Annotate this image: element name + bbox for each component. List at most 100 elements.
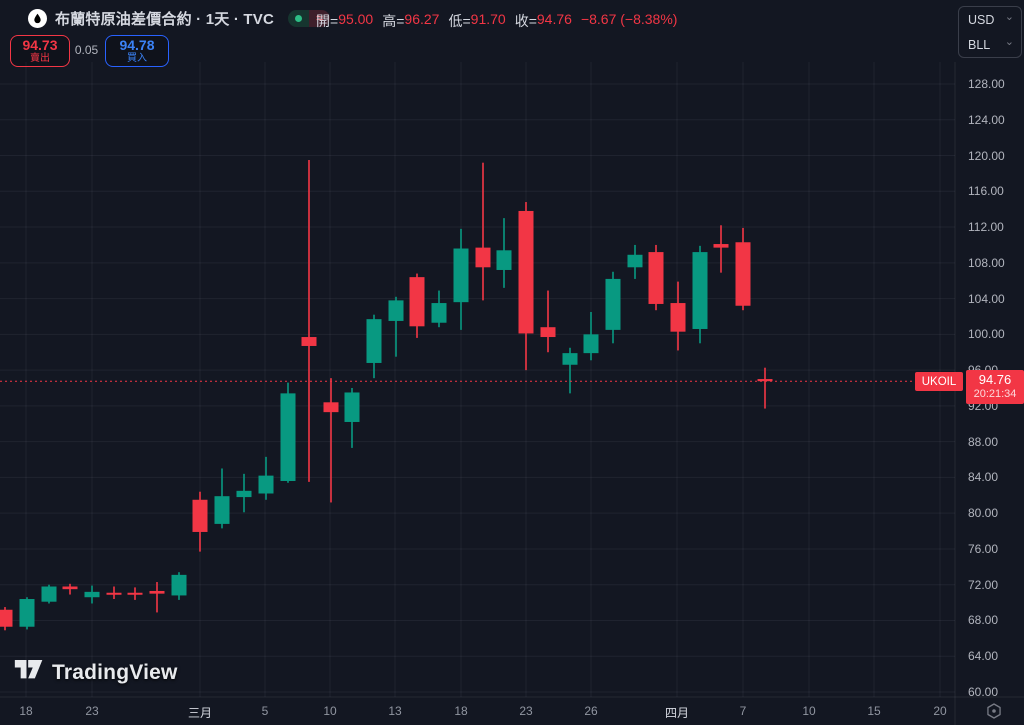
chevron-down-icon: ⌄	[1004, 11, 1014, 23]
price-axis-label: 100.00	[968, 327, 1005, 342]
candle-wick	[569, 347, 571, 394]
price-axis-label: 104.00	[968, 291, 1005, 306]
low-label: 低=	[448, 13, 471, 29]
price-axis-label: 112.00	[968, 220, 1004, 235]
time-axis-label: 26	[584, 704, 598, 718]
time-axis-label: 5	[261, 704, 269, 718]
candle-body	[301, 337, 317, 346]
candle-wick	[720, 225, 722, 273]
price-axis-label: 116.00	[968, 184, 1004, 199]
candle-body	[0, 609, 13, 627]
candle-body	[236, 490, 252, 498]
time-axis-label: 7	[739, 704, 747, 718]
time-axis-label: 13	[388, 704, 402, 718]
candle-body	[280, 393, 296, 481]
candle-wick	[764, 367, 766, 409]
time-axis-label: 三月	[187, 706, 213, 720]
candle-body	[713, 244, 729, 248]
price-axis[interactable]: 128.00 124.00 120.00 116.00 112.00 108.00 104.…	[955, 62, 1024, 699]
candle-body	[540, 327, 556, 338]
time-axis-label: 10	[323, 704, 337, 718]
candle-wick	[308, 160, 310, 482]
buy-price: 94.78	[119, 36, 155, 53]
buy-button[interactable]: 94.78 買入	[105, 35, 169, 67]
tradingview-logo[interactable]: TradingView	[14, 658, 178, 687]
candle-body	[192, 499, 208, 532]
candle-body	[388, 300, 404, 321]
oil-drop-icon	[28, 8, 47, 28]
change-value: −8.67 (−8.38%)	[580, 11, 678, 27]
price-axis-label: 64.00	[968, 649, 999, 664]
market-status-pill[interactable]: ≈	[288, 9, 331, 27]
time-axis[interactable]: 18 23 三月 5 10 13 18 23 26 四月 7 10 15 20	[0, 697, 955, 725]
time-axis-label: 10	[802, 704, 816, 718]
price-axis-label: 80.00	[968, 506, 999, 521]
price-axis-label: 60.00	[968, 685, 999, 699]
candle-wick	[156, 582, 158, 613]
candle-body	[735, 242, 751, 306]
open-label: 開=	[316, 13, 339, 29]
currency-value: USD	[968, 12, 995, 27]
symbol-title[interactable]: 布蘭特原油差價合約 · 1天 · TVC	[55, 10, 275, 28]
time-axis-label: 18	[454, 704, 468, 718]
candle-wick	[395, 296, 397, 357]
candle-body	[258, 475, 274, 494]
currency-unit-box: USD ⌄ BLL ⌄	[958, 6, 1022, 58]
buy-label: 買入	[127, 52, 147, 64]
candle-body	[323, 402, 339, 413]
candle-body	[627, 254, 643, 268]
candle-body	[648, 252, 664, 304]
ohlc-readout: 開= 95.00 高= 96.27 低= 91.70 收= 94.76 −8.67 (−…	[316, 11, 677, 31]
sell-button[interactable]: 94.73 賣出	[10, 35, 70, 67]
price-axis-label: 68.00	[968, 613, 999, 628]
price-axis-label: 124.00	[968, 112, 1005, 127]
tradingview-logo-text: TradingView	[52, 660, 178, 684]
candle-body	[605, 278, 621, 330]
chevron-down-icon: ⌄	[1004, 36, 1014, 48]
tradingview-logo-icon	[14, 658, 44, 687]
price-axis-label: 84.00	[968, 470, 999, 485]
open-value: 95.00	[338, 11, 374, 27]
high-label: 高=	[382, 13, 405, 29]
candle-body	[41, 586, 57, 602]
time-axis-label: 18	[19, 704, 33, 718]
gear-icon[interactable]	[985, 702, 1003, 720]
currency-dropdown[interactable]: USD ⌄	[959, 7, 1021, 32]
candle-wick	[482, 162, 484, 301]
price-axis-label: 120.00	[968, 148, 1005, 163]
time-axis-label: 四月	[664, 706, 690, 720]
last-price-tag: 94.76 20:21:34	[966, 370, 1024, 404]
candle-body	[19, 599, 35, 627]
candle-body	[214, 496, 230, 524]
candle-body	[344, 392, 360, 422]
candle-body	[453, 248, 469, 303]
time-axis-label: 23	[519, 704, 533, 718]
delayed-data-icon: ≈	[309, 9, 331, 27]
candle-body	[518, 210, 534, 334]
last-price-value: 94.76	[978, 372, 1012, 388]
candle-body	[127, 592, 143, 595]
time-axis-label: 23	[85, 704, 99, 718]
unit-value: BLL	[968, 37, 991, 52]
candle-body	[431, 303, 447, 323]
candle-body	[84, 591, 100, 598]
candle-body	[475, 247, 491, 268]
symbol-header[interactable]: 布蘭特原油差價合約 · 1天 · TVC ≈	[28, 7, 331, 29]
unit-dropdown[interactable]: BLL ⌄	[959, 32, 1021, 57]
bar-countdown: 20:21:34	[973, 388, 1017, 401]
candle-wick	[330, 378, 332, 503]
candle-body	[409, 277, 425, 327]
price-axis-label: 88.00	[968, 434, 999, 449]
symbol-price-line-badge: UKOIL	[915, 372, 963, 391]
price-axis-label: 108.00	[968, 255, 1005, 270]
candle-body	[366, 319, 382, 363]
price-axis-label: 72.00	[968, 577, 999, 592]
close-label: 收=	[514, 13, 537, 29]
price-axis-label: 128.00	[968, 77, 1005, 91]
candle-body	[496, 250, 512, 270]
candle-body	[149, 590, 165, 594]
candle-body	[562, 353, 578, 365]
price-axis-label: 76.00	[968, 541, 999, 556]
